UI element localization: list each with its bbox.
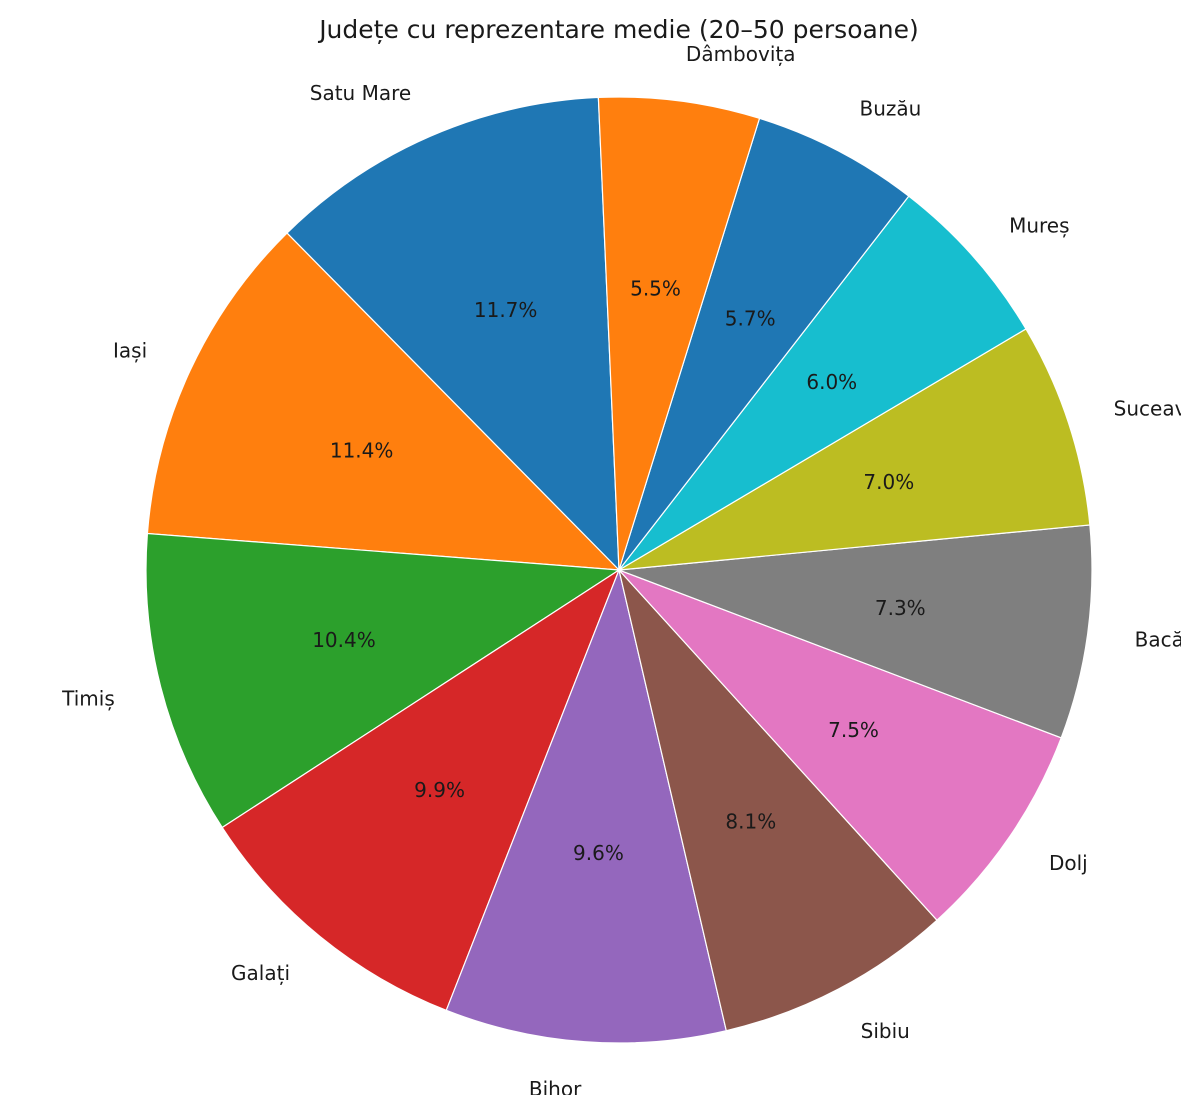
pie-slice-dambovita (597, 96, 761, 571)
chart-title: Județe cu reprezentare medie (20–50 pers… (317, 15, 919, 44)
category-label-timis: Timiș (61, 686, 115, 710)
percent-label-iasi: 11.4% (330, 438, 394, 462)
pie-slice-bacau (618, 524, 1093, 739)
pie-slice-mures (618, 195, 1027, 571)
category-label-galati: Galați (231, 961, 290, 985)
category-label-suceava: Suceava (1114, 397, 1181, 421)
category-label-buzau: Buzău (859, 97, 921, 121)
percent-labels: 11.7% 11.4% 10.4% 9.9% 9.6% 8.1% 7.5% 7.3% 7.0% 6… (312, 277, 925, 865)
percent-label-timis: 10.4% (312, 628, 376, 652)
category-label-dolj: Dolj (1049, 851, 1088, 875)
percent-label-mures: 6.0% (806, 370, 857, 394)
percent-label-bihor: 9.6% (573, 841, 624, 865)
category-label-iasi: Iași (113, 339, 147, 363)
percent-label-bacau: 7.3% (875, 596, 926, 620)
category-label-bacau: Bacău (1135, 627, 1181, 651)
percent-label-galati: 9.9% (414, 778, 465, 802)
percent-label-satu-mare: 11.7% (474, 298, 538, 322)
pie-slice-buzau (618, 117, 910, 571)
percent-label-dambovita: 5.5% (630, 277, 681, 301)
pie-slice-galati (221, 568, 621, 1012)
category-label-sibiu: Sibiu (861, 1019, 910, 1043)
percent-label-sibiu: 8.1% (725, 809, 776, 833)
category-label-dambovita: Dâmbovița (686, 42, 796, 66)
category-labels: Satu Mare Iași Timiș Galați Bihor Sibiu Dolj Ba… (61, 42, 1181, 1095)
pie-slice-timis (145, 532, 621, 829)
category-label-satu-mare: Satu Mare (310, 81, 411, 105)
percent-label-buzau: 5.7% (725, 306, 776, 330)
category-label-mures: Mureș (1009, 214, 1069, 238)
pie-slice-iasi (146, 232, 621, 571)
pie-slice-suceava (618, 328, 1091, 571)
pie-slices (145, 96, 1093, 1044)
pie-slice-bihor (445, 567, 728, 1044)
pie-slice-sibiu (617, 567, 938, 1032)
percent-label-dolj: 7.5% (828, 718, 879, 742)
pie-slice-satu-mare (286, 96, 620, 572)
percent-label-suceava: 7.0% (863, 470, 914, 494)
category-label-bihor: Bihor (529, 1077, 582, 1095)
pie-slice-dolj (618, 569, 1062, 922)
